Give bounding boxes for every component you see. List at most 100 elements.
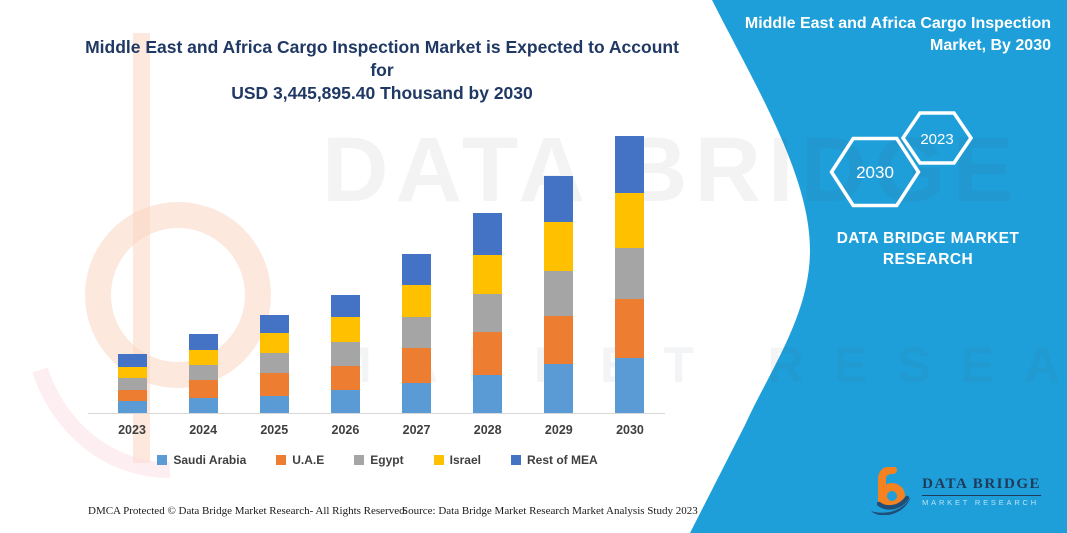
logo-b-bowl [879, 483, 906, 509]
legend-item-u-a-e: U.A.E [276, 453, 324, 467]
bar-segment-2024-saudi-arabia [188, 398, 218, 413]
bar-segment-2028-israel [473, 255, 503, 294]
bar-segment-2023-israel [117, 366, 147, 378]
hexagon-2030 [829, 136, 921, 208]
bar-segment-2028-rest-of-mea [473, 212, 503, 256]
logo-swoosh-bottom [871, 497, 912, 515]
bar-segment-2026-rest-of-mea [330, 294, 360, 317]
legend-item-egypt: Egypt [354, 453, 404, 467]
bar-segment-2028-saudi-arabia [473, 374, 503, 413]
dmca-notice: DMCA Protected © Data Bridge Market Rese… [88, 505, 408, 517]
bar-segment-2027-egypt [402, 317, 432, 349]
side-panel-title-line2: Market, By 2030 [930, 37, 1051, 54]
legend-item-saudi-arabia: Saudi Arabia [157, 453, 246, 467]
bar-2023 [117, 354, 147, 413]
watermark-swoosh [32, 367, 171, 478]
bar-segment-2027-rest-of-mea [402, 253, 432, 285]
databridge-logo-icon [871, 467, 912, 515]
legend-swatch [276, 455, 287, 465]
x-axis-label-2030: 2030 [616, 423, 644, 437]
databridge-logo-subtitle: MARKET RESEARCH [922, 497, 1039, 507]
brand-wordmark-line2: RESEARCH [882, 251, 974, 268]
bar-segment-2030-israel [615, 192, 645, 248]
bar-segment-2024-egypt [188, 364, 218, 381]
bar-segment-2025-rest-of-mea [259, 314, 289, 333]
databridge-logo-text: DATA BRIDGE MARKET RESEARCH [922, 476, 1041, 507]
bar-segment-2025-egypt [259, 353, 289, 373]
legend-label: U.A.E [292, 453, 325, 467]
x-axis-label-2029: 2029 [544, 423, 573, 437]
bar-segment-2027-israel [402, 284, 432, 318]
bar-segment-2029-egypt [544, 271, 574, 317]
brand-wordmark-line1: DATA BRIDGE MARKET [836, 230, 1020, 247]
logo-b-stem [878, 467, 898, 505]
x-axis-label-2028: 2028 [473, 423, 502, 437]
side-panel-title: Middle East and Africa Cargo Inspection … [716, 13, 1051, 57]
bar-2025 [259, 314, 289, 413]
databridge-logo: DATA BRIDGE MARKET RESEARCH [869, 467, 1041, 515]
bar-segment-2026-egypt [330, 341, 360, 366]
bar-2029 [544, 175, 574, 413]
legend-label: Saudi Arabia [173, 453, 247, 467]
bar-segment-2028-egypt [473, 293, 503, 333]
x-axis-label-2025: 2025 [260, 423, 289, 437]
bar-segment-2023-u-a-e [117, 389, 147, 401]
legend-item-rest-of-mea: Rest of MEA [510, 453, 598, 467]
x-axis-label-2026: 2026 [331, 423, 360, 437]
logo-swoosh-top [876, 495, 910, 510]
x-axis-label-2023: 2023 [118, 423, 146, 437]
bar-segment-2026-u-a-e [330, 365, 360, 390]
page-title-line2: USD 3,445,895.40 Thousand by 2030 [231, 83, 533, 103]
chart-legend: Saudi Arabia U.A.E Egypt Israel Rest of MEA [90, 453, 665, 467]
bar-segment-2029-rest-of-mea [544, 175, 574, 222]
bar-segment-2030-egypt [615, 247, 645, 299]
legend-swatch [157, 455, 168, 465]
legend-label: Israel [449, 453, 481, 467]
side-panel-path [690, 0, 1067, 533]
bar-segment-2030-rest-of-mea [615, 136, 645, 193]
legend-label: Egypt [370, 453, 404, 467]
hexagon-2030-label: 2030 [856, 163, 894, 182]
watermark-b-bowl [85, 202, 271, 388]
stacked-bar-chart [90, 120, 665, 413]
bar-segment-2023-saudi-arabia [117, 400, 147, 413]
bar-2026 [330, 294, 360, 413]
legend-swatch [510, 455, 521, 465]
bar-2024 [188, 334, 218, 413]
bar-segment-2029-u-a-e [544, 316, 574, 364]
bar-segment-2029-saudi-arabia [544, 363, 574, 413]
year-hexagons: 2030 2023 [829, 111, 974, 208]
bar-segment-2030-saudi-arabia [615, 358, 645, 413]
legend-label: Rest of MEA [526, 453, 598, 467]
bar-segment-2026-saudi-arabia [330, 389, 360, 413]
x-axis-line [88, 413, 665, 414]
bar-segment-2027-saudi-arabia [402, 382, 432, 413]
legend-swatch [354, 455, 365, 465]
bar-segment-2025-israel [259, 332, 289, 354]
bar-segment-2024-u-a-e [188, 380, 218, 399]
bar-2028 [473, 212, 503, 413]
bar-segment-2025-u-a-e [259, 372, 289, 396]
bar-segment-2023-egypt [117, 377, 147, 390]
bar-segment-2025-saudi-arabia [259, 395, 289, 413]
bar-segment-2030-u-a-e [615, 298, 645, 359]
bar-segment-2024-rest-of-mea [188, 334, 218, 351]
source-note: Source: Data Bridge Market Research Mark… [402, 505, 698, 517]
bar-segment-2029-israel [544, 221, 574, 272]
page-title-line1: Middle East and Africa Cargo Inspection … [85, 37, 679, 80]
x-axis-label-2024: 2024 [189, 423, 218, 437]
bar-2030 [615, 136, 645, 413]
bar-2027 [402, 253, 432, 413]
bar-segment-2023-rest-of-mea [117, 354, 147, 367]
bar-segment-2024-israel [188, 350, 218, 365]
bar-segment-2026-israel [330, 316, 360, 342]
bar-segment-2027-u-a-e [402, 348, 432, 383]
legend-swatch [433, 455, 444, 465]
x-axis-labels: 2023 2024 2025 2026 2027 2028 2029 2030 [90, 423, 665, 441]
legend-item-israel: Israel [433, 453, 481, 467]
side-panel-title-line1: Middle East and Africa Cargo Inspection [744, 15, 1051, 32]
hexagon-2023 [900, 111, 974, 165]
hexagon-2023-label: 2023 [920, 131, 953, 148]
